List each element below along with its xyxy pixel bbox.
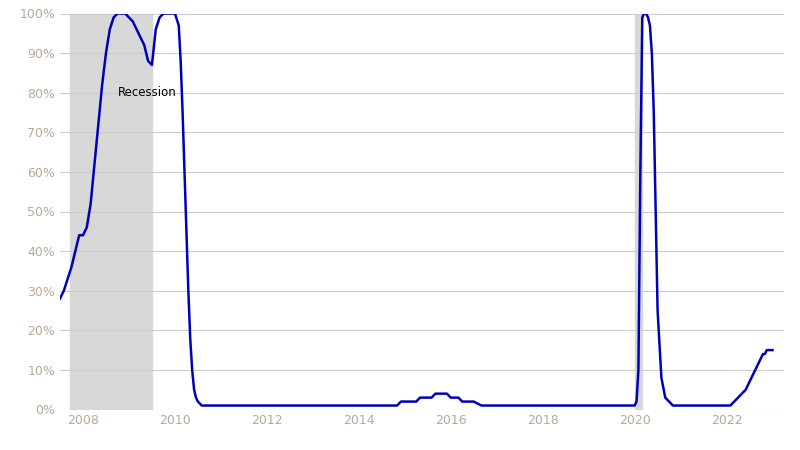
Bar: [634, 14, 642, 410]
Bar: [70, 14, 152, 410]
Text: Recession: Recession: [118, 86, 176, 99]
